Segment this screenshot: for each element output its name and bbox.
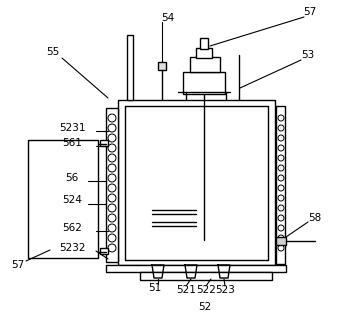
Text: 521: 521 (176, 285, 196, 295)
Bar (106, 265, 286, 272)
Bar (118, 100, 275, 265)
Text: 561: 561 (62, 138, 82, 148)
Bar (127, 35, 133, 100)
Text: 562: 562 (62, 223, 82, 233)
Text: 56: 56 (65, 173, 79, 183)
Text: 52: 52 (198, 302, 211, 312)
Bar (158, 62, 166, 70)
Text: 57: 57 (303, 7, 317, 17)
Text: 55: 55 (46, 47, 60, 57)
Bar (140, 272, 272, 280)
Bar (100, 248, 108, 254)
Text: 58: 58 (309, 213, 322, 223)
Bar (196, 48, 212, 58)
Bar (28, 140, 98, 258)
Bar (183, 72, 225, 94)
Text: 53: 53 (302, 50, 315, 60)
Text: 51: 51 (148, 283, 162, 293)
Bar (190, 57, 220, 72)
Text: 523: 523 (215, 285, 235, 295)
Bar (106, 108, 118, 262)
Text: 54: 54 (161, 13, 174, 23)
Bar (200, 38, 208, 49)
Text: 5232: 5232 (59, 243, 85, 253)
Text: 522: 522 (196, 285, 216, 295)
Text: 524: 524 (62, 195, 82, 205)
Text: 5231: 5231 (59, 123, 85, 133)
Bar (100, 140, 108, 146)
Bar (276, 106, 285, 264)
Text: 57: 57 (12, 260, 25, 270)
Bar (276, 237, 286, 245)
